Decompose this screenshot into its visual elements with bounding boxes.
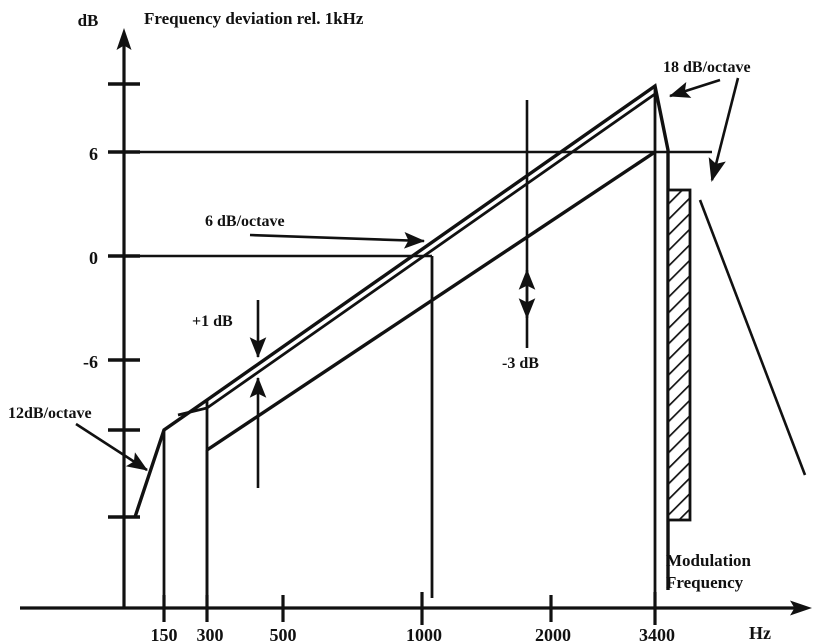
x-tick-label-2000: 2000 [535, 625, 571, 644]
modulation-band-hatched [666, 188, 692, 522]
annotation-18db-octave-leader-a [669, 78, 721, 98]
y-tick-label-6: 6 [89, 144, 98, 164]
annotation-6db-octave: 6 dB/octave [205, 213, 426, 249]
annotation-18db-octave-leader-c [698, 199, 807, 476]
x-tick-label-300: 300 [197, 625, 224, 644]
y-axis-arrowhead [116, 28, 132, 50]
band-drop-lines [162, 86, 657, 598]
annotation-12db-octave-label: 12dB/octave [8, 405, 92, 422]
annotation-18db-octave: 18 dB/octave [663, 59, 807, 476]
annotation-12db-octave: 12dB/octave [8, 405, 148, 472]
reference-lines-group [124, 150, 712, 258]
annotation-plus1db-label: +1 dB [192, 313, 233, 330]
x-tick-label-3400: 3400 [639, 625, 675, 644]
y-tick-label-0: 0 [89, 248, 98, 268]
annotation-12db-octave-leader [75, 422, 148, 472]
annotation-18db-octave-leader-b [708, 77, 740, 183]
y-axis-unit-label: dB [78, 11, 99, 30]
x-tick-label-500: 500 [270, 625, 297, 644]
annotation-minus3db-label: -3 dB [502, 355, 539, 372]
y-tick-label-neg6: -6 [83, 352, 98, 372]
x-tick-label-150: 150 [151, 625, 178, 644]
modulation-frequency-caption-line2: Frequency [666, 573, 744, 592]
axes-group [20, 28, 812, 616]
text-labels-group: dB Frequency deviation rel. 1kHz 6 0 -6 … [78, 9, 771, 644]
annotation-18db-octave-label: 18 dB/octave [663, 59, 751, 76]
x-axis-arrowhead [790, 600, 812, 616]
x-tick-label-1000: 1000 [406, 625, 442, 644]
annotation-plus1db: +1 dB [192, 300, 267, 488]
x-axis-unit-label: Hz [749, 623, 771, 643]
annotation-6db-octave-label: 6 dB/octave [205, 213, 285, 230]
annotation-minus3db: -3 dB [502, 100, 539, 372]
modulation-frequency-caption-line1: Modulation [666, 551, 752, 570]
chart-title: Frequency deviation rel. 1kHz [144, 9, 364, 28]
annotation-6db-octave-leader [249, 232, 426, 249]
